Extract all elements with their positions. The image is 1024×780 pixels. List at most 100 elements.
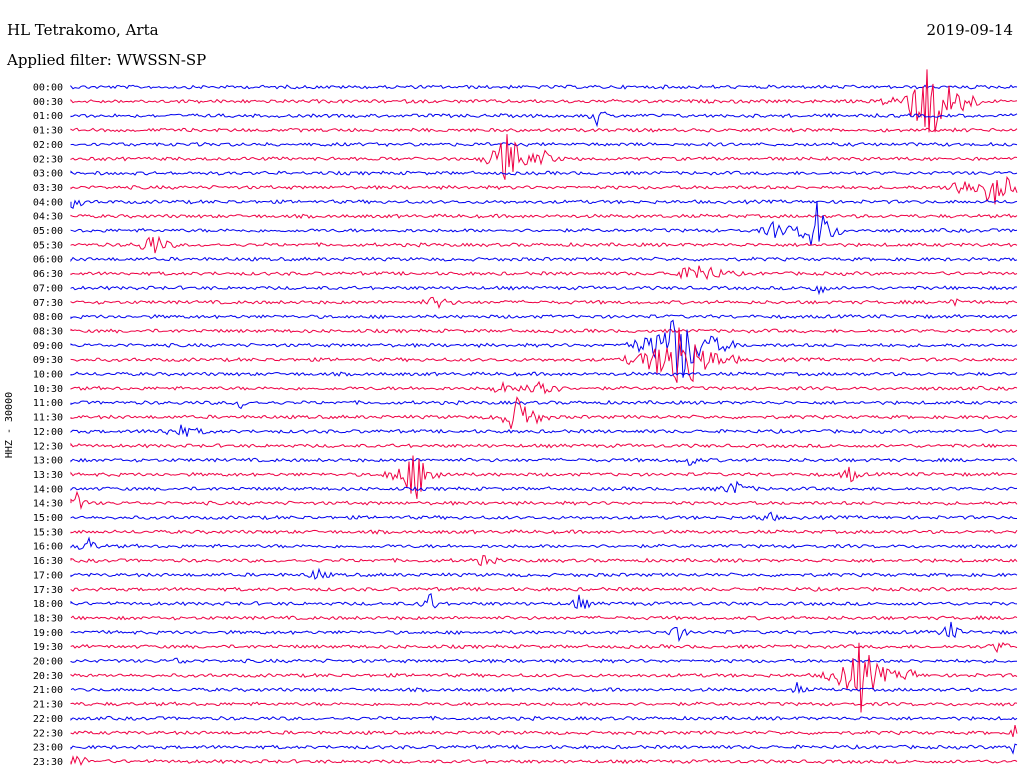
time-label: 01:30 [33, 126, 63, 137]
trace-line [70, 296, 1018, 309]
time-label: 16:00 [33, 542, 63, 553]
trace-line [70, 265, 1018, 281]
trace-line [70, 84, 1018, 90]
time-label: 05:00 [33, 226, 63, 237]
trace-line [70, 621, 1018, 643]
time-label: 01:00 [33, 111, 63, 122]
time-label: 19:00 [33, 628, 63, 639]
trace-lines [70, 69, 1018, 766]
time-label: 19:30 [33, 642, 63, 653]
trace-line [70, 642, 1018, 654]
time-label: 04:00 [33, 197, 63, 208]
trace-line [70, 328, 1018, 334]
trace-line [70, 327, 1018, 383]
trace-line [70, 127, 1018, 133]
time-label: 17:30 [33, 585, 63, 596]
time-label: 21:00 [33, 685, 63, 696]
time-label: 23:00 [33, 743, 63, 754]
time-label: 08:00 [33, 312, 63, 323]
date-label: 2019-09-14 [926, 21, 1013, 39]
trace-line [70, 642, 1018, 713]
trace-line [70, 455, 1018, 499]
trace-line [70, 755, 1018, 766]
time-label: 15:30 [33, 527, 63, 538]
channel-axis-label: HHZ - 30000 [4, 392, 15, 458]
time-label: 00:30 [33, 97, 63, 108]
trace-line [70, 480, 1018, 494]
time-label: 04:30 [33, 212, 63, 223]
trace-line [70, 682, 1018, 695]
time-label: 16:30 [33, 556, 63, 567]
trace-line [70, 511, 1017, 522]
time-label: 14:30 [33, 499, 63, 510]
trace-line [70, 213, 1018, 220]
time-label: 18:00 [33, 599, 63, 610]
trace-line [70, 69, 1018, 133]
trace-line [70, 235, 1018, 254]
trace-line [70, 371, 1018, 377]
trace-line [70, 285, 1018, 296]
time-label: 03:00 [33, 169, 63, 180]
trace-line [70, 399, 1018, 410]
time-label: 12:30 [33, 441, 63, 452]
time-label: 08:30 [33, 326, 63, 337]
trace-line [70, 170, 1018, 176]
trace-line [70, 199, 1018, 209]
time-label: 09:30 [33, 355, 63, 366]
time-label: 20:00 [33, 657, 63, 668]
time-label: 10:00 [33, 370, 63, 381]
trace-line [70, 256, 1018, 263]
trace-line [70, 176, 1018, 205]
time-labels: 00:00 00:30 01:00 01:30 02:00 02:30 03:00 03:30… [33, 83, 63, 768]
trace-line [70, 313, 1018, 320]
filter-label: Applied filter: WWSSN-SP [7, 51, 207, 69]
trace-line [70, 442, 1018, 449]
time-label: 14:00 [33, 484, 63, 495]
trace-line [70, 319, 1018, 378]
trace-line [70, 586, 1018, 592]
time-label: 23:30 [33, 757, 63, 768]
trace-line [70, 111, 1018, 128]
time-label: 06:00 [33, 255, 63, 266]
time-label: 05:30 [33, 240, 63, 251]
time-label: 00:00 [33, 83, 63, 94]
time-label: 02:00 [33, 140, 63, 151]
time-label: 17:00 [33, 570, 63, 581]
trace-line [70, 529, 1018, 535]
trace-line [70, 457, 1018, 466]
time-label: 11:30 [33, 413, 63, 424]
trace-line [70, 380, 1018, 395]
time-label: 13:00 [33, 456, 63, 467]
trace-line [70, 701, 1018, 707]
trace-line [70, 567, 1018, 580]
trace-line [70, 615, 1018, 621]
time-label: 03:30 [33, 183, 63, 194]
trace-line [70, 490, 1018, 511]
trace-line [70, 555, 1018, 567]
trace-line [70, 134, 1018, 180]
time-label: 06:30 [33, 269, 63, 280]
time-label: 07:30 [33, 298, 63, 309]
time-label: 22:00 [33, 714, 63, 725]
trace-line [70, 657, 1017, 664]
time-label: 13:30 [33, 470, 63, 481]
time-label: 21:30 [33, 700, 63, 711]
trace-line [70, 141, 1018, 147]
time-label: 12:00 [33, 427, 63, 438]
time-label: 11:00 [33, 398, 63, 409]
time-label: 02:30 [33, 154, 63, 165]
station-title: HL Tetrakomo, Arta [7, 21, 159, 39]
time-label: 15:00 [33, 513, 63, 524]
time-label: 09:00 [33, 341, 63, 352]
trace-line [70, 743, 1018, 755]
time-label: 20:30 [33, 671, 63, 682]
trace-line [70, 200, 1018, 246]
trace-line [70, 536, 1018, 550]
time-label: 18:30 [33, 613, 63, 624]
trace-line [70, 715, 1018, 722]
time-label: 22:30 [33, 728, 63, 739]
trace-line [70, 396, 1018, 429]
trace-line [70, 724, 1018, 738]
trace-line [70, 424, 1018, 437]
